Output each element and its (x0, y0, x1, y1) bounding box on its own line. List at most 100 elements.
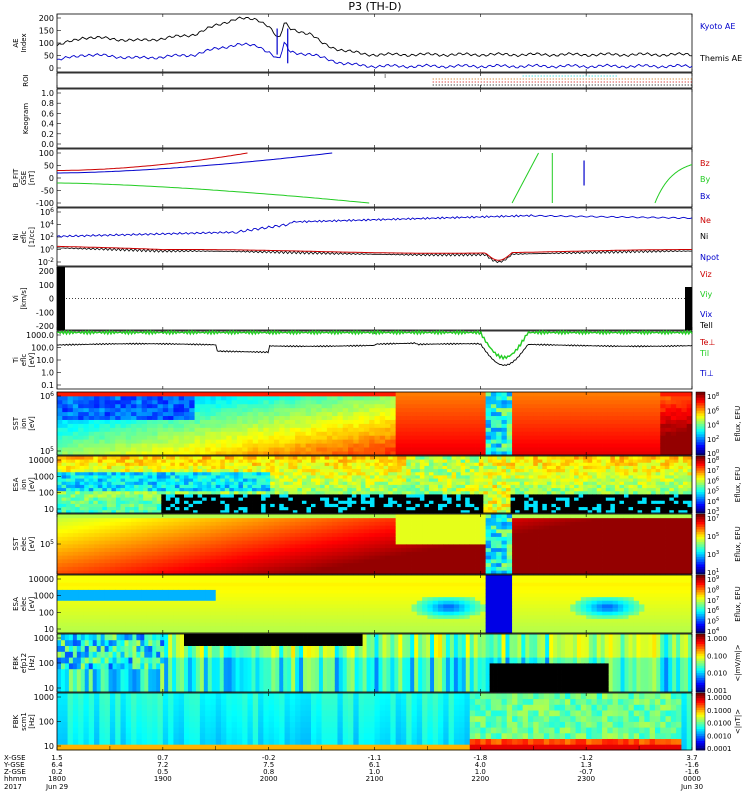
spectrogram-cell (633, 500, 638, 504)
spectrogram-cell (94, 514, 100, 519)
spectrogram-cell (194, 407, 201, 413)
spectrogram-cell (365, 456, 371, 460)
spectrogram-cell (660, 447, 666, 452)
spectrogram-cell (321, 411, 328, 417)
spectrogram-cell (480, 443, 487, 448)
spectrogram-cell (673, 506, 679, 511)
spectrogram-cell (447, 471, 453, 476)
spectrogram-cell (442, 497, 448, 501)
spectrogram-cell (297, 487, 303, 492)
spectrogram-cell (162, 540, 169, 545)
spectrogram-cell (152, 517, 158, 522)
spectrogram-cell (664, 490, 670, 495)
spectrogram-cell (433, 478, 439, 482)
spectrogram-cell (125, 399, 132, 405)
spectrogram-cell (460, 462, 466, 466)
spectrogram-cell (369, 497, 375, 501)
spectrogram-cell (517, 431, 524, 436)
spectrogram-cell (524, 484, 530, 489)
spectrogram-cell (646, 503, 652, 508)
spectrogram-cell (295, 439, 301, 444)
spectrogram-cell (574, 500, 580, 504)
spectrogram-cell (104, 540, 111, 545)
spectrogram-cell (596, 451, 603, 456)
spectrogram-cell (592, 481, 598, 485)
spectrogram-cell (510, 506, 516, 511)
spectrogram-cell (506, 459, 511, 463)
spectrogram-cell (297, 462, 303, 466)
spectrogram-cell (519, 509, 525, 514)
spectrogram-cell (395, 403, 402, 409)
spectrogram-cell (152, 481, 158, 485)
spectrogram-cell (170, 478, 176, 482)
spectrogram-cell (268, 427, 275, 432)
spectrogram-cell (614, 468, 620, 473)
spectrogram-cell (202, 484, 208, 489)
spectrogram-cell (673, 487, 679, 492)
spectrogram-cell (438, 503, 443, 508)
spectrogram-cell (141, 532, 148, 537)
spectrogram-cell (351, 462, 357, 466)
spectrogram-cell (665, 427, 672, 432)
spectrogram-cell (351, 500, 357, 504)
spectrogram-cell (301, 503, 307, 508)
spectrogram-cell (199, 439, 206, 444)
spectrogram-cell (397, 468, 403, 473)
spectrogram-cell (490, 443, 497, 448)
spectrogram-cell (78, 570, 84, 575)
spectrogram-cell (83, 399, 90, 405)
spectrogram-cell (66, 497, 72, 501)
spectrogram-cell (211, 500, 217, 504)
spectrogram-cell (459, 395, 465, 401)
spectrogram-cell (147, 465, 153, 470)
spectrogram-cell (94, 525, 100, 530)
spectrogram-cell (283, 494, 289, 498)
spectrogram-cell (365, 500, 371, 504)
spectrogram-cell (601, 484, 607, 489)
spectrogram-cell (252, 415, 259, 420)
spectrogram-cell (501, 459, 507, 463)
spectrogram-cell (125, 439, 132, 444)
spectrogram-cell (305, 439, 312, 444)
spectrogram-cell (623, 465, 629, 470)
spectrogram-cell (686, 435, 693, 440)
spectrogram-cell (141, 562, 148, 567)
spectrogram-cell (134, 462, 140, 466)
spectrogram-cell (619, 468, 625, 473)
spectrogram-cell (560, 468, 566, 473)
spectrogram-cell (236, 443, 243, 448)
spectrogram-cell (401, 462, 407, 466)
spectrogram-cell (390, 443, 397, 448)
spectrogram-cell (173, 431, 180, 436)
spectrogram-cell (210, 411, 217, 417)
spectrogram-cell (448, 431, 455, 436)
spectrogram-cell (194, 423, 201, 428)
spectrogram-cell (120, 395, 127, 401)
spectrogram-cell (238, 506, 244, 511)
spectrogram-cell (401, 490, 407, 495)
spectrogram-cell (238, 497, 244, 501)
spectrogram-cell (522, 399, 529, 405)
spectrogram-cell (165, 487, 171, 492)
spectrogram-cell (586, 431, 592, 436)
spectrogram-cell (193, 500, 199, 504)
spectrogram-cell (170, 506, 176, 511)
spectrogram-cell (517, 419, 524, 424)
spectrogram-cell (83, 555, 90, 560)
spectrogram-cell (379, 419, 386, 424)
spectrogram-cell (496, 431, 502, 436)
spectrogram-cell (565, 419, 571, 424)
spectrogram-cell (93, 465, 99, 470)
spectrogram-cell (501, 481, 507, 485)
spectrogram-cell (57, 517, 63, 522)
spectrogram-cell (247, 468, 253, 473)
spectrogram-cell (179, 490, 185, 495)
spectrogram-cell (295, 447, 301, 452)
spectrogram-cell (84, 459, 90, 463)
spectrogram-cell (152, 484, 158, 489)
spectrogram-cell (283, 497, 289, 501)
spectrogram-cell (633, 392, 640, 397)
spectrogram-cell (592, 506, 598, 511)
spectrogram-cell (565, 459, 570, 463)
spectrogram-cell (215, 439, 222, 444)
